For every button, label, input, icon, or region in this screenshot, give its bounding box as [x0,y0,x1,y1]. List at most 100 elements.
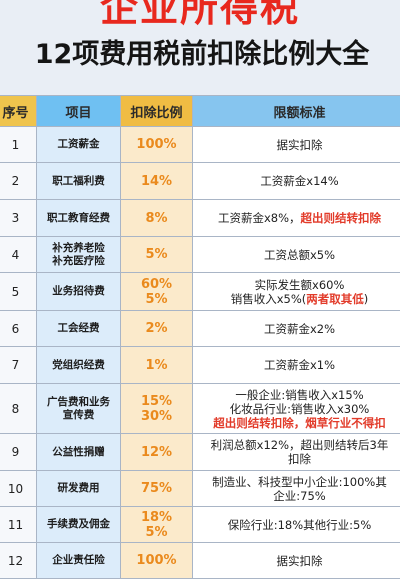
deduction-rate-line: 18% [121,510,192,525]
deduction-rate-line: 5% [121,292,192,307]
limit-standard-line: 企业:75% [193,489,400,503]
column-header-rate: 扣除比例 [121,96,193,127]
deduction-rate: 100% [121,543,193,579]
limit-standard: 工资薪金x1% [193,347,400,384]
row-number: 11 [0,507,37,543]
deduction-rate-line: 14% [121,174,192,189]
deduction-rate: 2% [121,311,193,347]
item-name-line: 工会经费 [37,322,120,335]
standard-text: 据实扣除 [277,554,323,568]
standard-text: 实际发生额x60% [255,278,345,292]
item-name: 业务招待费 [37,273,121,311]
row-number: 6 [0,311,37,347]
row-number: 8 [0,384,37,434]
deduction-rate: 75% [121,471,193,507]
row-number: 10 [0,471,37,507]
limit-standard: 工资薪金x14% [193,163,400,200]
standard-text: ) [364,292,369,306]
limit-standard-line: 实际发生额x60% [193,278,400,292]
item-name-line: 企业责任险 [37,554,120,567]
standard-text: 据实扣除 [277,138,323,152]
column-header-item: 项目 [37,96,121,127]
limit-standard: 据实扣除 [193,127,400,163]
item-name-line: 补充医疗险 [37,255,120,268]
deduction-rate-line: 60% [121,277,192,292]
highlight-note: 两者取其低 [306,292,364,306]
standard-text: 利润总额x12%，超出则结转后3年 [211,438,389,452]
row-number: 4 [0,237,37,273]
limit-standard-line: 据实扣除 [193,554,400,568]
standard-text: 保险行业:18%其他行业:5% [228,518,372,532]
item-name-line: 公益性捐赠 [37,446,120,459]
row-number: 7 [0,347,37,384]
standard-text: 工资薪金x14% [260,174,338,188]
standard-text: 工资薪金x8%， [218,211,301,225]
deduction-rate-line: 30% [121,409,192,424]
column-header-standard: 限额标准 [193,96,400,127]
standard-text: 工资总额x5% [264,248,335,262]
deduction-rate: 8% [121,200,193,237]
limit-standard-line: 工资薪金x2% [193,322,400,336]
limit-standard: 工资总额x5% [193,237,400,273]
limit-standard: 利润总额x12%，超出则结转后3年扣除 [193,434,400,471]
limit-standard: 据实扣除 [193,543,400,579]
limit-standard-line: 工资薪金x14% [193,174,400,188]
item-name: 职工教育经费 [37,200,121,237]
item-name: 补充养老险补充医疗险 [37,237,121,273]
item-name-line: 补充养老险 [37,242,120,255]
item-name-line: 业务招待费 [37,285,120,298]
standard-text: 销售收入x5%( [231,292,307,306]
item-name-line: 工资薪金 [37,138,120,151]
standard-text: 制造业、科技型中小企业:100%其 [212,475,387,489]
item-name-line: 职工福利费 [37,175,120,188]
standard-text: 工资薪金x1% [264,358,335,372]
item-name-line: 手续费及佣金 [37,518,120,531]
deduction-rate-line: 100% [121,137,192,152]
deduction-rate: 100% [121,127,193,163]
item-name-line: 职工教育经费 [37,212,120,225]
row-number: 1 [0,127,37,163]
standard-text: 企业:75% [273,489,325,503]
limit-standard-line: 扣除 [193,452,400,466]
limit-standard: 工资薪金x8%，超出则结转扣除 [193,200,400,237]
limit-standard: 制造业、科技型中小企业:100%其企业:75% [193,471,400,507]
deduction-rate: 15%30% [121,384,193,434]
row-number: 9 [0,434,37,471]
limit-standard-line: 制造业、科技型中小企业:100%其 [193,475,400,489]
limit-standard: 保险行业:18%其他行业:5% [193,507,400,543]
deduction-rate: 1% [121,347,193,384]
standard-text: 化妆品行业:销售收入x30% [230,402,370,416]
limit-standard-line: 工资总额x5% [193,248,400,262]
limit-standard: 实际发生额x60%销售收入x5%(两者取其低) [193,273,400,311]
deduction-rate: 12% [121,434,193,471]
deduction-rate-line: 12% [121,445,192,460]
deduction-rate: 18%5% [121,507,193,543]
highlight-note: 超出则结转扣除，烟草行业不得扣 [213,416,386,430]
deduction-rate: 60%5% [121,273,193,311]
deduction-rate-line: 2% [121,321,192,336]
item-name: 广告费和业务宣传费 [37,384,121,434]
column-header-no: 序号 [0,96,37,127]
item-name-line: 宣传费 [37,409,120,422]
standard-text: 工资薪金x2% [264,322,335,336]
item-name: 公益性捐赠 [37,434,121,471]
deduction-rate: 5% [121,237,193,273]
item-name: 研发费用 [37,471,121,507]
table-header-row: 序号 项目 扣除比例 限额标准 [0,96,400,127]
limit-standard-line: 工资薪金x1% [193,358,400,372]
deduction-rate: 14% [121,163,193,200]
limit-standard-line: 化妆品行业:销售收入x30% [193,402,400,416]
item-name: 职工福利费 [37,163,121,200]
row-number: 5 [0,273,37,311]
deduction-rate-line: 100% [121,553,192,568]
